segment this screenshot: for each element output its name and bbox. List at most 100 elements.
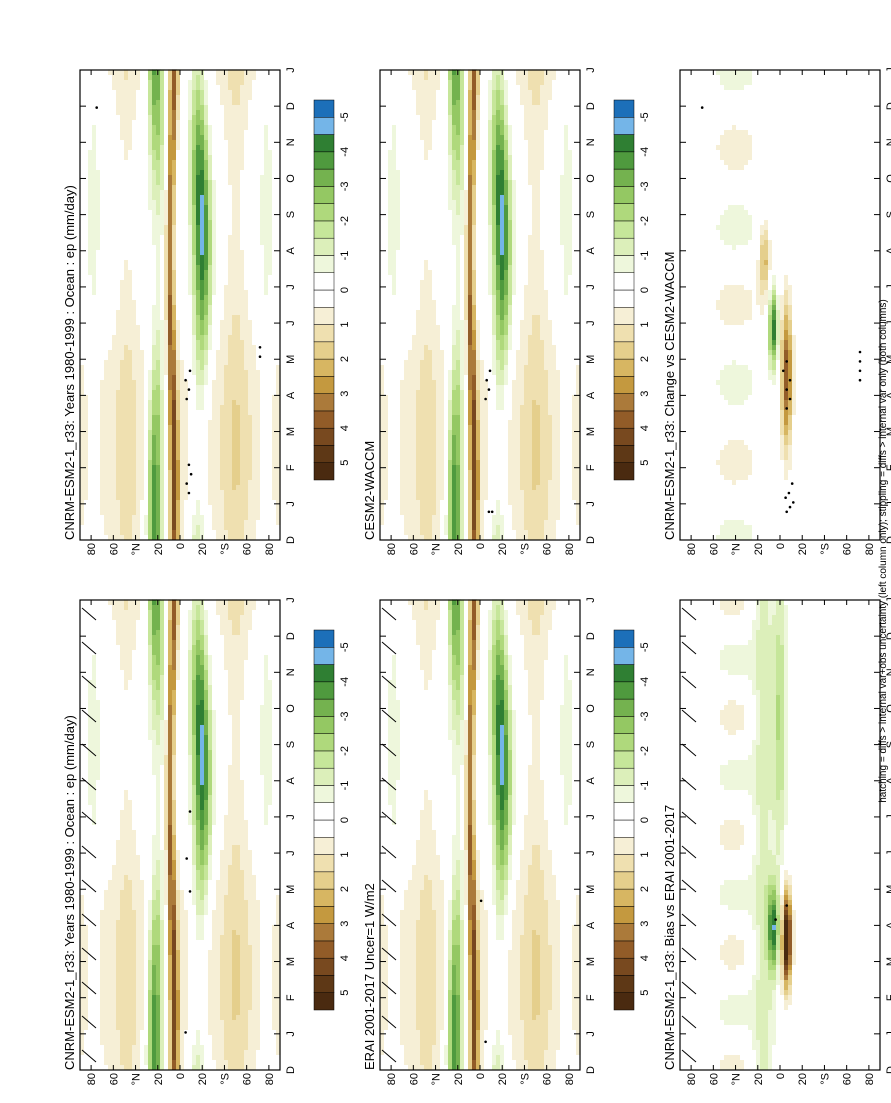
heatmap-cell: [156, 649, 161, 655]
heatmap-cell: [224, 1014, 229, 1020]
heatmap-cell: [164, 769, 169, 775]
heatmap-cell: [184, 809, 189, 815]
heatmap-cell: [100, 519, 105, 525]
heatmap-cell: [260, 694, 265, 700]
heatmap-cell: [224, 934, 229, 940]
heatmap-cell: [240, 994, 245, 1000]
heatmap-cell: [192, 669, 197, 675]
heatmap-cell: [96, 524, 101, 530]
heatmap-cell: [188, 659, 193, 665]
heatmap-cell: [192, 894, 197, 900]
heatmap-cell: [92, 864, 97, 870]
heatmap-cell: [232, 619, 237, 625]
heatmap-cell: [100, 684, 105, 690]
heatmap-cell: [184, 1049, 189, 1055]
heatmap-cell: [172, 794, 177, 800]
heatmap-cell: [88, 764, 93, 770]
heatmap-cell: [164, 974, 169, 980]
heatmap-cell: [164, 814, 169, 820]
heatmap-cell: [88, 994, 93, 1000]
heatmap-cell: [184, 644, 189, 650]
heatmap-cell: [208, 614, 213, 620]
heatmap-cell: [152, 1029, 157, 1035]
heatmap-cell: [104, 679, 109, 685]
heatmap-cell: [148, 759, 153, 765]
heatmap-cell: [256, 1059, 261, 1065]
heatmap-cell: [188, 914, 193, 920]
heatmap-cell: [256, 679, 261, 685]
heatmap-cell: [212, 709, 217, 715]
heatmap-cell: [108, 904, 113, 910]
heatmap-cell: [148, 764, 153, 770]
heatmap-cell: [176, 784, 181, 790]
heatmap-cell: [152, 694, 157, 700]
heatmap-cell: [108, 714, 113, 720]
heatmap-cell: [264, 644, 269, 650]
heatmap-cell: [252, 939, 257, 945]
heatmap-cell: [104, 1049, 109, 1055]
heatmap-cell: [216, 1034, 221, 1040]
heatmap-cell: [252, 944, 257, 950]
heatmap-cell: [92, 744, 97, 750]
heatmap-cell: [104, 954, 109, 960]
heatmap-cell: [120, 1024, 125, 1030]
heatmap-cell: [244, 829, 249, 835]
heatmap-cell: [204, 604, 209, 610]
heatmap-cell: [196, 759, 201, 765]
heatmap-cell: [116, 784, 121, 790]
heatmap-cell: [92, 714, 97, 720]
heatmap-cell: [240, 734, 245, 740]
heatmap-cell: [212, 684, 217, 690]
heatmap-cell: [220, 759, 225, 765]
heatmap-cell: [148, 829, 153, 835]
heatmap-cell: [108, 759, 113, 765]
heatmap-cell: [152, 1054, 157, 1060]
heatmap-cell: [136, 914, 141, 920]
heatmap-cell: [184, 1054, 189, 1060]
heatmap-cell: [116, 699, 121, 705]
heatmap-cell: [100, 889, 105, 895]
heatmap-cell: [260, 799, 265, 805]
heatmap-cell: [204, 699, 209, 705]
heatmap-cell: [244, 884, 249, 890]
heatmap-cell: [208, 899, 213, 905]
heatmap-cell: [248, 929, 253, 935]
heatmap-cell: [248, 639, 253, 645]
heatmap-cell: [80, 1054, 85, 1060]
heatmap-cell: [192, 619, 197, 625]
heatmap-cell: [104, 764, 109, 770]
heatmap-cell: [172, 954, 177, 960]
heatmap-cell: [208, 659, 213, 665]
heatmap-cell: [96, 744, 101, 750]
heatmap-cell: [144, 819, 149, 825]
heatmap-cell: [96, 639, 101, 645]
heatmap-cell: [164, 834, 169, 840]
heatmap-cell: [200, 764, 205, 770]
heatmap-cell: [180, 919, 185, 925]
heatmap-cell: [260, 849, 265, 855]
heatmap-cell: [260, 1014, 265, 1020]
heatmap-cell: [272, 759, 277, 765]
heatmap-cell: [256, 1054, 261, 1060]
heatmap-cell: [216, 854, 221, 860]
heatmap-cell: [184, 599, 189, 605]
heatmap-cell: [104, 884, 109, 890]
heatmap-cell: [212, 1059, 217, 1065]
heatmap-cell: [236, 634, 241, 640]
heatmap-cell: [188, 1024, 193, 1030]
heatmap-cell: [88, 524, 93, 530]
heatmap-cell: [244, 1054, 249, 1060]
heatmap-cell: [144, 954, 149, 960]
heatmap-cell: [88, 1049, 93, 1055]
heatmap-cell: [188, 529, 193, 535]
heatmap-cell: [208, 804, 213, 810]
heatmap-cell: [84, 809, 89, 815]
heatmap-cell: [160, 654, 165, 660]
heatmap-cell: [84, 994, 89, 1000]
heatmap-cell: [176, 709, 181, 715]
heatmap-cell: [200, 524, 205, 530]
heatmap-cell: [136, 714, 141, 720]
heatmap-cell: [200, 769, 205, 775]
heatmap-cell: [244, 919, 249, 925]
heatmap-cell: [124, 714, 129, 720]
